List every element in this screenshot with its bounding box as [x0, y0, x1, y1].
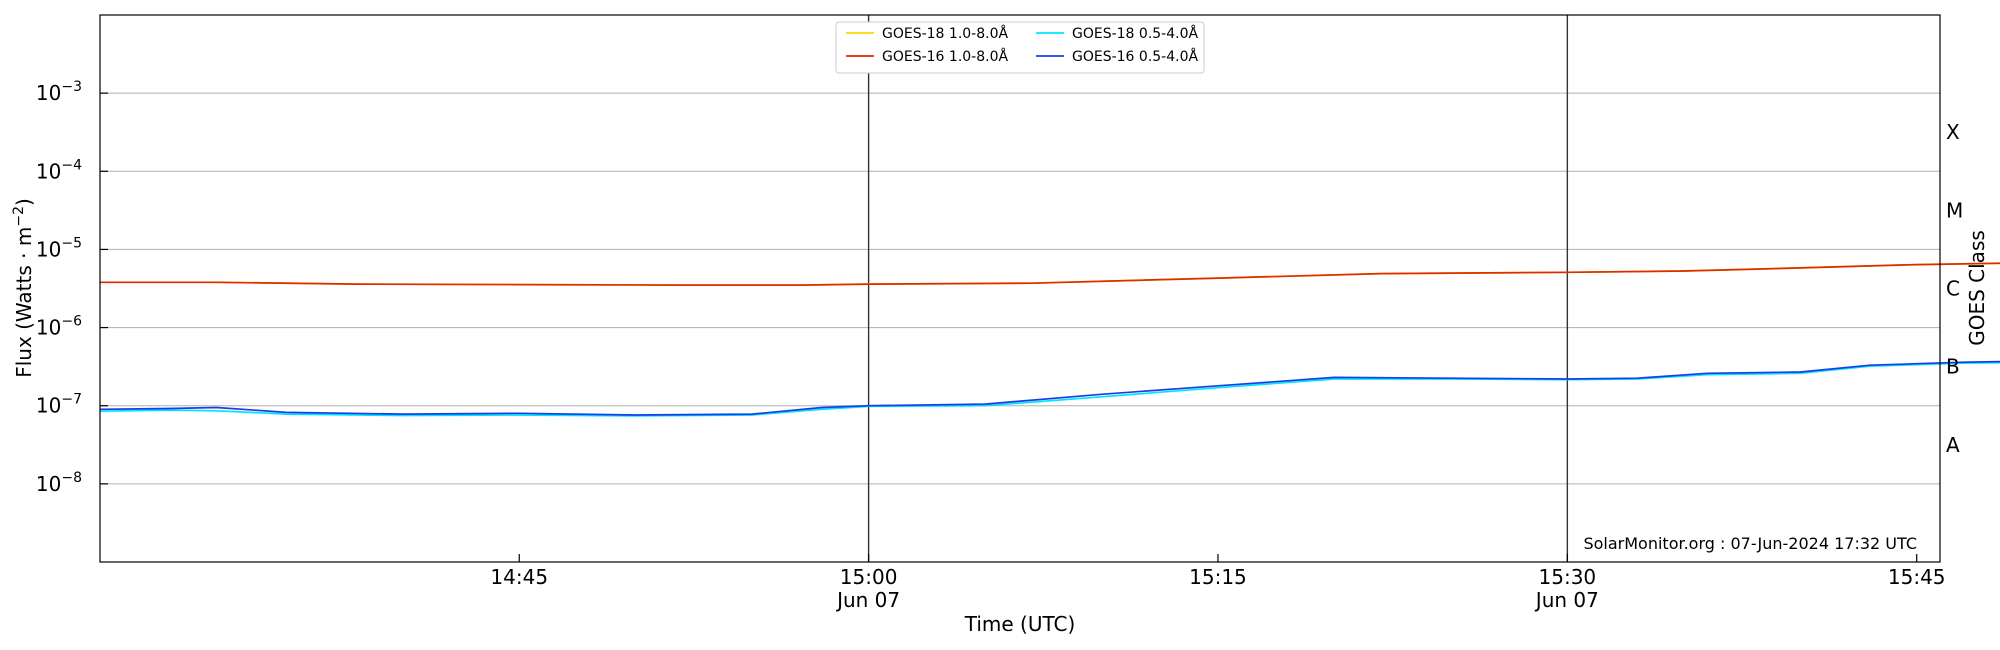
right-axis-title: GOES Class	[1965, 230, 1989, 346]
y-tick-label: 10−3	[36, 79, 82, 105]
legend-label-3: GOES-18 0.5-4.0Å	[1072, 25, 1198, 42]
goes-class-c: C	[1946, 277, 1960, 301]
series-line-2	[100, 262, 2000, 286]
y-tick-label: 10−6	[36, 314, 82, 340]
legend-label-4: GOES-16 0.5-4.0Å	[1072, 48, 1198, 65]
goes-class-labels: A B C M X	[1946, 120, 1963, 457]
legend-label-2: GOES-16 1.0-8.0Å	[882, 48, 1008, 65]
plot-frame	[99, 14, 1941, 563]
y-tick-label: 10−4	[36, 157, 82, 183]
x-tick-label: 15:45	[1888, 565, 1946, 589]
series-line-4	[99, 360, 2000, 416]
x-tick-date-label: Jun 07	[1534, 588, 1599, 612]
goes-class-b: B	[1946, 355, 1960, 379]
goes-class-m: M	[1946, 198, 1963, 222]
day-vertical-lines	[867, 15, 1569, 562]
x-tick-date-label: Jun 07	[835, 588, 900, 612]
series-line-3	[99, 361, 2000, 417]
y-tick-label: 10−7	[36, 392, 82, 418]
x-axis-title: Time (UTC)	[964, 612, 1076, 636]
legend-label-1: GOES-18 1.0-8.0Å	[882, 25, 1008, 42]
horizontal-grid	[100, 92, 1940, 485]
x-tick-label: 15:30	[1539, 565, 1597, 589]
legend: GOES-18 1.0-8.0Å GOES-16 1.0-8.0Å GOES-18 …	[835, 21, 1205, 74]
x-tick-label: 15:15	[1189, 565, 1247, 589]
y-axis-ticks: 10−8 10−7 10−6 10−5 10−4 10−3	[36, 79, 108, 496]
x-tick-label: 14:45	[490, 565, 548, 589]
legend-box	[835, 21, 1205, 74]
x-tick-label: 15:00	[840, 565, 898, 589]
credit-text: SolarMonitor.org : 07-Jun-2024 17:32 UTC	[1583, 534, 1917, 553]
goes-class-a: A	[1946, 433, 1960, 457]
y-tick-label: 10−8	[36, 470, 82, 496]
flux-series	[99, 262, 2000, 417]
y-tick-label: 10−5	[36, 235, 82, 261]
y-axis-title: Flux (Watts · m−2)	[11, 198, 36, 378]
goes-class-x: X	[1946, 120, 1960, 144]
